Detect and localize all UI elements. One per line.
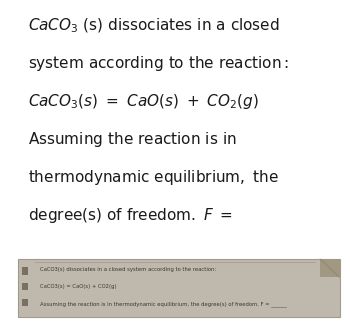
- Text: $\mathrm{system\ according\ to\ the\ reaction:}$: $\mathrm{system\ according\ to\ the\ rea…: [28, 54, 289, 74]
- Bar: [22, 299, 28, 306]
- Text: $\mathrm{Assuming\ the\ reaction\ is\ in}$: $\mathrm{Assuming\ the\ reaction\ is\ in…: [28, 130, 237, 149]
- Text: Assuming the reaction is in thermodynamic equilibrium, the degree(s) of freedom.: Assuming the reaction is in thermodynami…: [40, 301, 287, 307]
- Text: $\mathit{CaCO}_3$ $\mathrm{(s)\ dissociates\ in\ a\ closed}$: $\mathit{CaCO}_3$ $\mathrm{(s)\ dissocia…: [28, 16, 280, 35]
- Text: $\mathrm{thermodynamic\ equilibrium,\ the}$: $\mathrm{thermodynamic\ equilibrium,\ th…: [28, 168, 279, 187]
- Text: $\mathit{CaCO}_3\mathit{(s)}\ =\ \mathit{CaO(s)}\ +\ \mathit{CO}_2\mathit{(g)}$: $\mathit{CaCO}_3\mathit{(s)}\ =\ \mathit…: [28, 92, 259, 112]
- Bar: [22, 283, 28, 290]
- FancyBboxPatch shape: [18, 259, 340, 317]
- Text: $\mathrm{degree(s)\ of\ freedom.}\ \mathit{F}\ =$: $\mathrm{degree(s)\ of\ freedom.}\ \math…: [28, 206, 233, 225]
- Text: CaCO3(s) dissociates in a closed system according to the reaction:: CaCO3(s) dissociates in a closed system …: [40, 267, 216, 272]
- Bar: [320, 259, 340, 277]
- Bar: [22, 267, 28, 275]
- Text: CaCO3(s) = CaO(s) + CO2(g): CaCO3(s) = CaO(s) + CO2(g): [40, 284, 117, 289]
